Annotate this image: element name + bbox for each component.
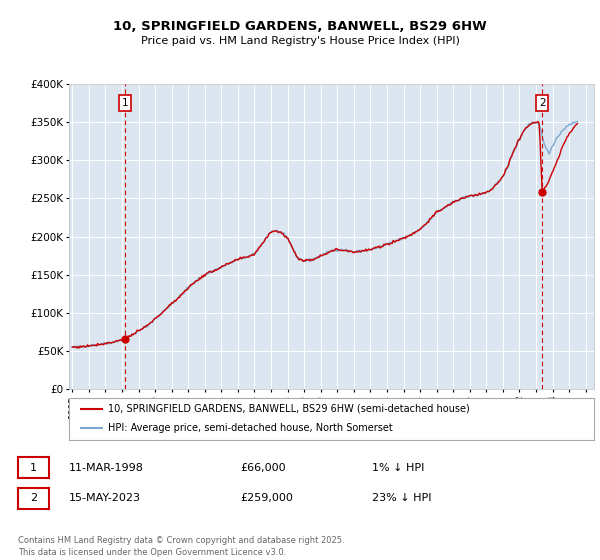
Text: 1: 1 (30, 463, 37, 473)
Text: 10, SPRINGFIELD GARDENS, BANWELL, BS29 6HW: 10, SPRINGFIELD GARDENS, BANWELL, BS29 6… (113, 20, 487, 32)
Text: 10, SPRINGFIELD GARDENS, BANWELL, BS29 6HW (semi-detached house): 10, SPRINGFIELD GARDENS, BANWELL, BS29 6… (109, 404, 470, 414)
Text: 1% ↓ HPI: 1% ↓ HPI (372, 463, 424, 473)
Text: 2: 2 (539, 98, 545, 108)
Text: Price paid vs. HM Land Registry's House Price Index (HPI): Price paid vs. HM Land Registry's House … (140, 36, 460, 46)
Text: 11-MAR-1998: 11-MAR-1998 (69, 463, 144, 473)
Text: HPI: Average price, semi-detached house, North Somerset: HPI: Average price, semi-detached house,… (109, 423, 393, 433)
Text: £259,000: £259,000 (240, 493, 293, 503)
Text: £66,000: £66,000 (240, 463, 286, 473)
Text: 1: 1 (122, 98, 128, 108)
Text: 23% ↓ HPI: 23% ↓ HPI (372, 493, 431, 503)
Text: 2: 2 (30, 493, 37, 503)
Text: Contains HM Land Registry data © Crown copyright and database right 2025.
This d: Contains HM Land Registry data © Crown c… (18, 536, 344, 557)
Text: 15-MAY-2023: 15-MAY-2023 (69, 493, 141, 503)
